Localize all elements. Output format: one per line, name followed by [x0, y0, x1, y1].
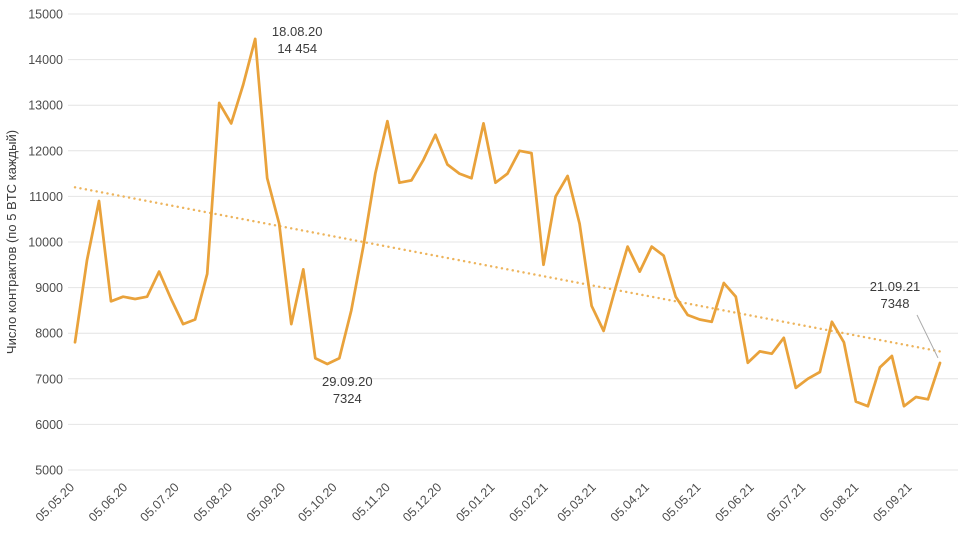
y-tick-label: 8000 [35, 327, 63, 341]
y-tick-label: 5000 [35, 464, 63, 478]
trendline [73, 186, 942, 353]
data-series-line [73, 37, 942, 408]
annotation-date: 29.09.20 [322, 374, 373, 389]
y-tick-label: 12000 [28, 144, 63, 158]
y-tick-label: 7000 [35, 372, 63, 386]
y-tick-label: 15000 [28, 8, 63, 22]
annotation-date: 18.08.20 [272, 24, 323, 39]
annotation-date: 21.09.21 [870, 279, 921, 294]
y-tick-label: 9000 [35, 281, 63, 295]
y-tick-label: 14000 [28, 53, 63, 67]
annotation-callout-line [916, 314, 939, 359]
y-tick-label: 6000 [35, 418, 63, 432]
y-tick-label: 11000 [29, 190, 63, 204]
annotation-value: 7324 [333, 391, 362, 406]
y-tick-label: 10000 [28, 236, 63, 250]
annotation-value: 14 454 [277, 41, 317, 56]
y-tick-label: 13000 [28, 99, 63, 113]
annotation-value: 7348 [881, 296, 910, 311]
y-axis-title: Число контрактов (по 5 BTC каждый) [4, 130, 19, 354]
